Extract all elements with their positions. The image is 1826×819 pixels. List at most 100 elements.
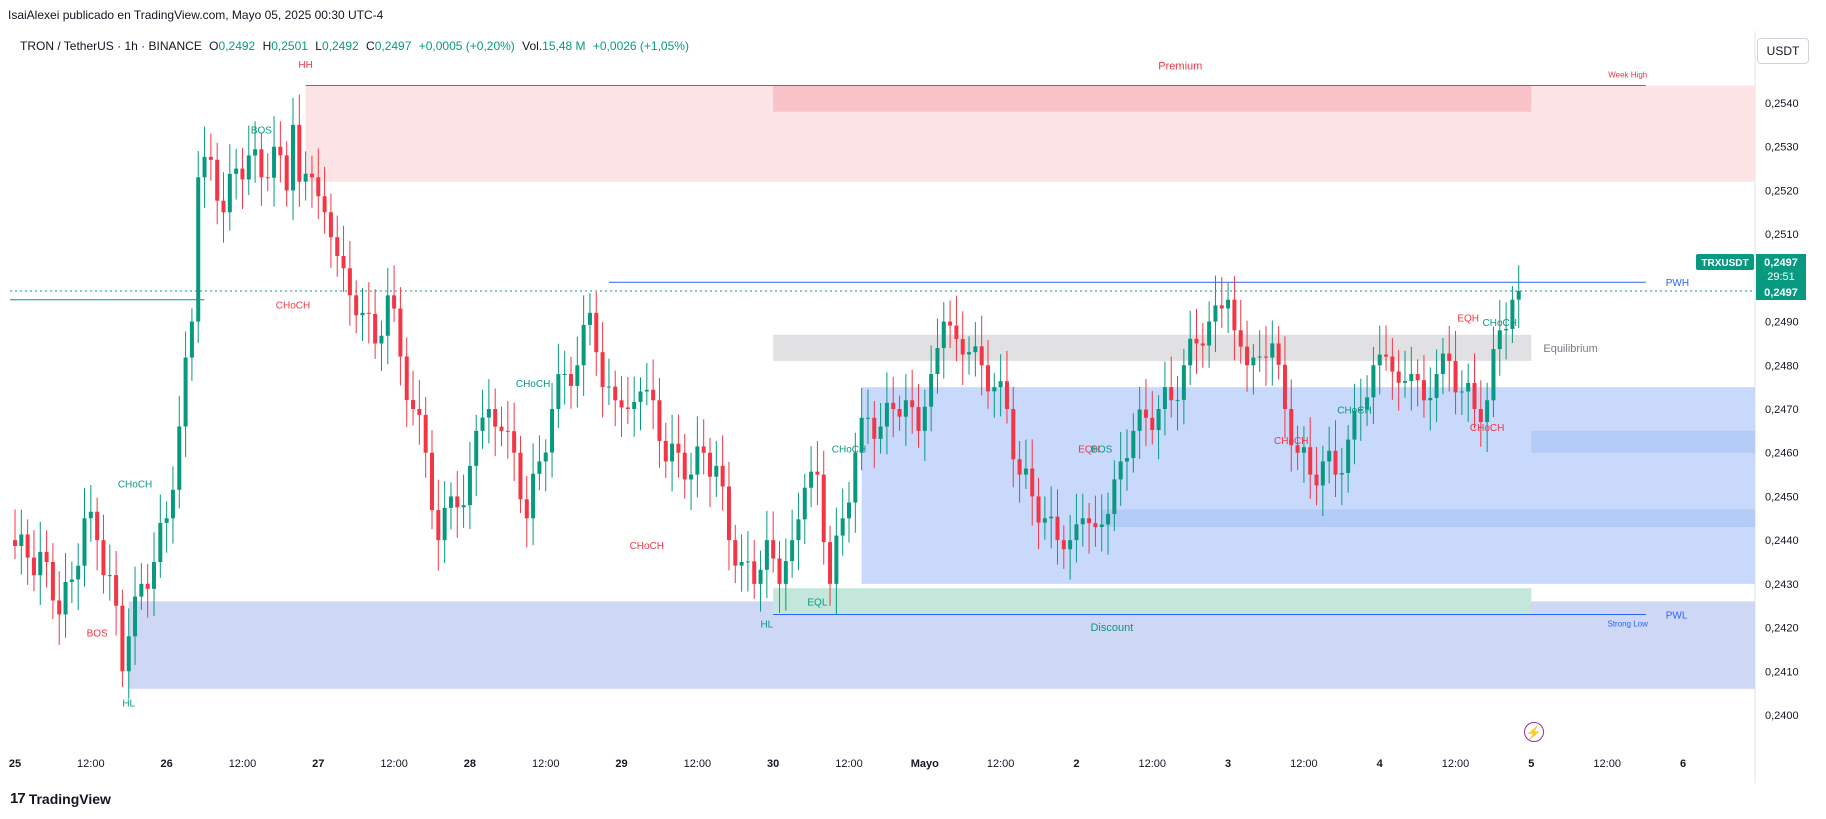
candle-body [884,402,889,427]
candle-body [859,417,864,453]
candle-body [967,352,972,355]
tradingview-logo[interactable]: 17 TradingView [10,790,111,807]
open-value: 0,2492 [218,39,256,53]
candle-body [1339,472,1344,475]
candle-body [1137,409,1142,431]
candle-body [524,499,529,519]
candle-body [973,346,978,353]
candle-body [164,518,169,523]
candle-body [259,149,264,178]
structure-label-eqh-11: EQH [1078,445,1100,456]
x-tick-label: 12:00 [987,758,1015,770]
candle-body [1390,356,1395,372]
zone-discount-6 [128,601,1755,689]
zone-premium_strong-1 [773,85,1532,112]
candle-body [417,409,422,415]
candle-body [1491,349,1496,401]
zone-label-discount: Discount [1090,622,1133,634]
candle-body [1150,417,1155,431]
candle-body [556,374,561,409]
candle-body [1276,343,1281,365]
candle-body [632,401,637,409]
candle-body [847,502,851,519]
candle-body [1308,447,1313,475]
candle-body [903,400,908,417]
candle-body [1093,523,1098,528]
candle-body [1270,343,1275,358]
candle-body [1074,524,1079,541]
candle-body [834,535,839,584]
x-tick-label: 12:00 [835,758,863,770]
x-tick-label: 5 [1528,758,1534,770]
candle-body [284,155,289,191]
candle-body [1320,461,1325,486]
candle-body [1156,409,1161,431]
candle-body [625,407,630,409]
y-tick-label: 0,2540 [1765,98,1799,110]
candle-body [379,335,384,344]
zone-equilibrium-2 [773,334,1532,361]
candle-body [1023,468,1028,475]
symbol-name[interactable]: TRON / TetherUS · 1h · BINANCE [20,39,202,53]
candle-body [1188,338,1193,366]
candle-body [234,168,239,174]
candle-body [1504,328,1509,331]
candle-body [373,313,378,344]
candle-body [960,339,965,355]
candle-body [215,159,220,201]
candle-body [796,519,801,541]
candle-body [569,374,573,386]
candle-body [240,168,245,180]
x-tick-label: 30 [767,758,779,770]
candle-body [189,321,194,358]
candle-body [196,177,201,322]
candle-body [1175,399,1180,401]
structure-label-choch-7: CHoCH [630,541,664,552]
open-label: O [209,39,219,53]
candle-body [619,400,624,408]
candle-body [1055,516,1060,541]
zone-green_zone-7 [773,588,1532,615]
x-tick-label: 12:00 [684,758,712,770]
lightning-icon[interactable]: ⚡ [1524,722,1544,742]
candle-body [411,400,416,409]
candle-body [253,149,258,156]
candle-body [1485,400,1490,422]
structure-label-hl-5: HL [122,698,135,709]
y-tick-label: 0,2490 [1765,317,1799,329]
currency-button[interactable]: USDT [1757,38,1809,64]
candle-body [1118,461,1123,480]
structure-label-bos-4: BOS [87,628,108,639]
candle-body [430,452,434,511]
candle-body [82,518,87,566]
candle-body [1358,409,1363,411]
candle-body [948,321,953,326]
candle-body [360,312,365,316]
candle-body [208,156,213,160]
candle-body [897,409,902,417]
candle-body [1087,518,1092,524]
y-tick-label: 0,2450 [1765,491,1799,503]
candle-body [1301,447,1306,453]
candle-body [114,575,119,606]
candle-body [752,561,757,584]
candle-body [1314,474,1319,486]
candle-body [758,569,763,584]
candle-body [929,374,934,407]
candle-body [853,452,858,503]
y-tick-label: 0,2440 [1765,535,1799,547]
candle-body [708,452,712,477]
candle-body [1219,305,1224,309]
candle-body [101,540,106,576]
candle-body [145,583,150,589]
candle-body [587,312,592,325]
candle-body [158,522,163,562]
last-price-text: 0,2497 [1764,257,1798,269]
candle-body [227,173,232,213]
y-tick-label: 0,2430 [1765,579,1799,591]
candle-body [335,237,340,256]
candle-body [745,561,750,563]
candle-body [1080,518,1085,525]
candle-body [638,391,643,402]
